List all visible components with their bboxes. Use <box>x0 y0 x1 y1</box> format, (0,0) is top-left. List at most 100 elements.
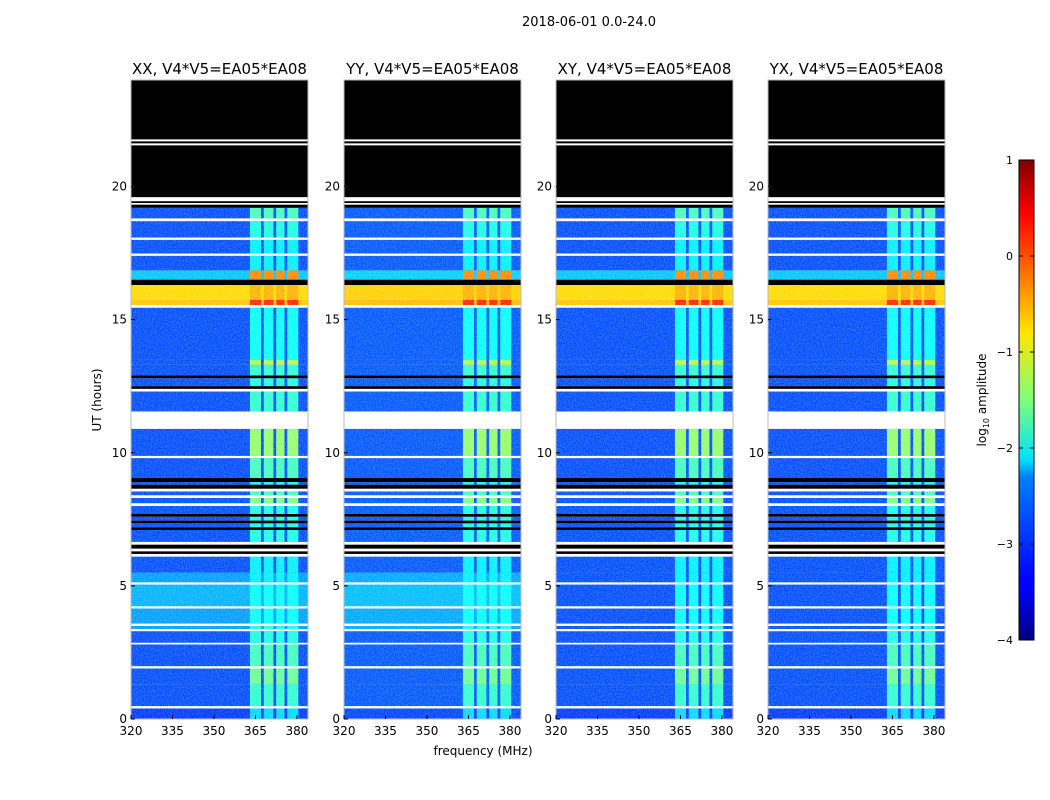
white-flag-band <box>556 629 733 632</box>
black-flag-band <box>768 386 945 389</box>
black-flag-band <box>344 80 521 140</box>
y-tick-label: 5 <box>756 579 764 593</box>
black-flag-band <box>556 513 733 517</box>
black-flag-band <box>556 80 733 140</box>
white-flag-band <box>344 541 521 545</box>
white-flag-band <box>556 218 733 222</box>
white-flag-band <box>768 553 945 557</box>
black-flag-band <box>344 145 521 198</box>
x-tick-label: 350 <box>628 724 651 738</box>
x-tick-label: 350 <box>840 724 863 738</box>
white-flag-band <box>768 304 945 308</box>
white-flag-band <box>768 503 945 506</box>
y-tick-label: 20 <box>537 180 552 194</box>
white-flag-band <box>556 606 733 609</box>
panel-title: YY, V4*V5=EA05*EA08 <box>345 60 519 78</box>
colorbar-gradient <box>1018 159 1035 641</box>
white-flag-band <box>344 495 521 499</box>
white-flag-band <box>131 143 308 146</box>
white-flag-band <box>131 237 308 240</box>
white-flag-band <box>344 203 521 205</box>
panel-title: YX, V4*V5=EA05*EA08 <box>769 60 944 78</box>
white-flag-band <box>768 218 945 222</box>
black-flag-band <box>768 204 945 208</box>
black-flag-band <box>131 478 308 483</box>
white-flag-band <box>556 503 733 506</box>
white-flag-band <box>344 503 521 506</box>
black-flag-band <box>556 484 733 489</box>
white-flag-band <box>131 629 308 632</box>
black-flag-band <box>131 145 308 198</box>
black-flag-band <box>131 204 308 208</box>
black-flag-band <box>131 484 308 489</box>
white-flag-band <box>768 666 945 669</box>
panel-title: XY, V4*V5=EA05*EA08 <box>558 60 732 78</box>
flag-lines <box>768 80 945 709</box>
black-flag-band <box>556 375 733 379</box>
white-flag-band <box>131 495 308 499</box>
white-flag-band <box>131 548 308 552</box>
white-flag-band <box>768 541 945 545</box>
black-flag-band <box>768 141 945 144</box>
x-tick-label: 335 <box>586 724 609 738</box>
white-flag-band <box>344 488 521 492</box>
white-flag-band <box>344 666 521 669</box>
black-flag-band <box>768 544 945 549</box>
white-flag-band <box>344 197 521 202</box>
y-tick-label: 5 <box>119 579 127 593</box>
x-tick-label: 365 <box>881 724 904 738</box>
colorbar-tick-label: 0 <box>1006 250 1013 263</box>
white-flag-band <box>768 455 945 459</box>
x-tick-label: 335 <box>161 724 184 738</box>
white-flag-band <box>131 411 308 429</box>
black-flag-band <box>131 201 308 204</box>
white-flag-band <box>768 488 945 492</box>
x-tick-label: 380 <box>922 724 945 738</box>
white-flag-band <box>556 304 733 308</box>
white-flag-band <box>131 541 308 545</box>
black-flag-band <box>344 478 521 483</box>
y-tick-label: 10 <box>749 446 764 460</box>
panel-yx: YX, V4*V5=EA05*EA08 320 335 350 365 380 0 5 10 15… <box>749 60 946 738</box>
white-flag-band <box>556 553 733 557</box>
panel-frame <box>343 79 522 720</box>
white-flag-band <box>344 143 521 146</box>
y-tick-label: 20 <box>112 180 127 194</box>
white-flag-band <box>768 606 945 609</box>
white-flag-band <box>344 553 521 557</box>
white-flag-band <box>768 411 945 429</box>
white-flag-band <box>556 455 733 459</box>
white-flag-band <box>344 218 521 222</box>
black-flag-band <box>344 204 521 208</box>
flag-lines <box>556 80 733 709</box>
black-flag-band <box>768 375 945 379</box>
black-flag-band <box>556 386 733 389</box>
white-flag-band <box>344 411 521 429</box>
black-flag-band <box>556 551 733 554</box>
white-flag-band <box>768 139 945 142</box>
x-tick-label: 350 <box>416 724 439 738</box>
white-flag-band <box>556 388 733 392</box>
white-flag-band <box>556 197 733 202</box>
black-flag-band <box>131 520 308 524</box>
white-flag-band <box>768 388 945 392</box>
flag-lines <box>344 80 521 709</box>
black-flag-band <box>344 527 521 530</box>
panel-xx: XX, V4*V5=EA05*EA08 320 335 350 365 380 0 5 10 15… <box>112 60 309 738</box>
black-flag-band <box>556 204 733 208</box>
white-flag-band <box>131 666 308 669</box>
white-flag-band <box>344 548 521 552</box>
panel-frame <box>130 79 309 720</box>
colorbar-tick-label: 1 <box>1006 154 1013 167</box>
y-tick-label: 0 <box>544 712 552 726</box>
black-flag-band <box>768 279 945 286</box>
white-flag-band <box>768 143 945 146</box>
white-flag-band <box>556 488 733 492</box>
white-flag-band <box>131 706 308 709</box>
white-flag-band <box>344 237 521 240</box>
y-tick-label: 20 <box>325 180 340 194</box>
white-flag-band <box>556 541 733 545</box>
white-flag-band <box>768 629 945 632</box>
x-axis-label: frequency (MHz) <box>433 744 532 758</box>
